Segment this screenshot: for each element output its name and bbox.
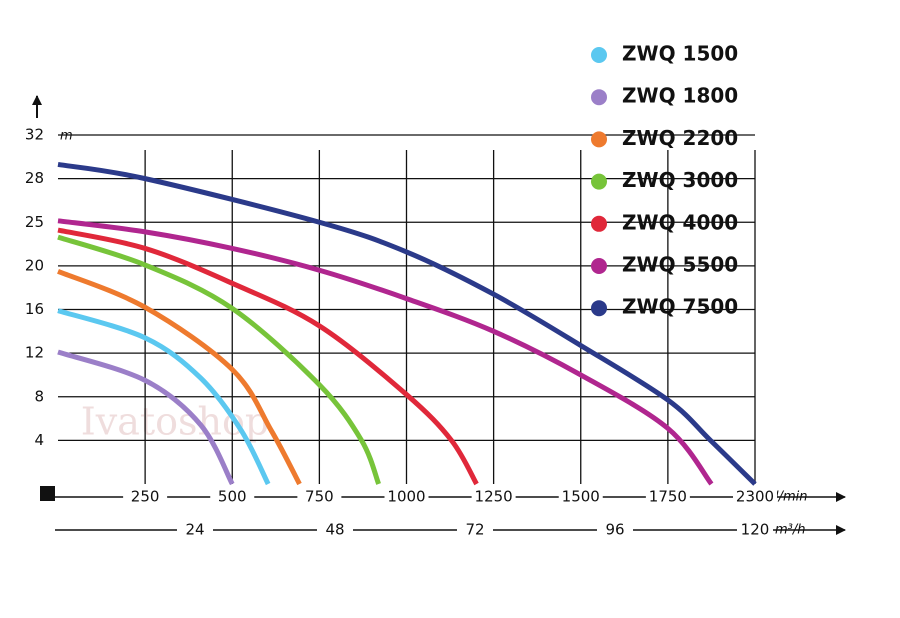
tick-label-bg	[297, 488, 342, 506]
legend-marker	[591, 89, 607, 106]
x-tick-label: 500	[218, 488, 247, 506]
y-unit: m	[60, 129, 73, 144]
y-tick-label: 25	[25, 213, 44, 231]
x-tick-label: 2300	[736, 488, 774, 506]
tick-label-bg	[123, 488, 168, 506]
x-tick-label: 1000	[387, 488, 425, 506]
tick-label-bg	[597, 521, 633, 539]
tick-label-bg	[471, 488, 516, 506]
x-tick-label: 1500	[562, 488, 600, 506]
x-tick-label: 1250	[475, 488, 513, 506]
tick-label-bg	[733, 488, 777, 506]
legend-label: ZWQ 4000	[622, 210, 738, 234]
tick-label-bg	[645, 488, 690, 506]
legend-label: ZWQ 7500	[622, 295, 738, 319]
legend-label: ZWQ 1500	[622, 42, 738, 66]
legend-label: ZWQ 3000	[622, 168, 738, 192]
x-unit: l/min	[775, 490, 808, 505]
tick-label-bg	[737, 521, 773, 539]
tick-label-bg	[177, 521, 213, 539]
legend-marker	[591, 300, 607, 317]
legend-marker	[591, 258, 607, 274]
tick-label-bg	[384, 488, 429, 506]
x-tick-label: 750	[305, 488, 334, 506]
tick-label-bg	[457, 521, 493, 539]
legend-marker	[591, 173, 607, 190]
legend-label: ZWQ 5500	[622, 253, 738, 277]
curve	[57, 218, 714, 486]
x2-tick-label: 96	[605, 521, 624, 539]
tick-label-bg	[317, 521, 353, 539]
curve	[57, 269, 302, 486]
curve	[57, 234, 381, 485]
watermark: Ivatoshop	[81, 400, 269, 444]
x-tick-label: 250	[131, 488, 160, 506]
y-tick-label: 20	[25, 256, 44, 274]
x2-tick-label: 48	[325, 521, 344, 539]
tick-label-bg	[558, 488, 603, 506]
x2-tick-label: 24	[185, 521, 204, 539]
y-tick-label: 28	[25, 169, 44, 187]
legend-marker	[591, 131, 607, 148]
x2-tick-label: 72	[465, 521, 484, 539]
curve	[57, 161, 757, 486]
tick-label-bg	[210, 488, 255, 506]
origin-marker	[40, 486, 55, 501]
x-tick-label: 1750	[649, 488, 687, 506]
legend-label: ZWQ 1800	[622, 84, 738, 108]
curve	[57, 349, 235, 486]
y-tick-label: 12	[25, 344, 44, 362]
curve	[57, 227, 479, 486]
y-tick-label: 8	[34, 387, 44, 405]
legend-marker	[591, 215, 607, 232]
y-tick-label: 4	[34, 431, 44, 449]
y-tick-label: 16	[25, 300, 44, 318]
x2-unit: m³/h	[775, 523, 806, 538]
legend-marker	[591, 47, 607, 63]
curve	[57, 308, 271, 486]
legend-label: ZWQ 2200	[622, 126, 738, 150]
y-tick-label: 32	[25, 126, 44, 144]
x2-tick-label: 120	[741, 521, 770, 539]
